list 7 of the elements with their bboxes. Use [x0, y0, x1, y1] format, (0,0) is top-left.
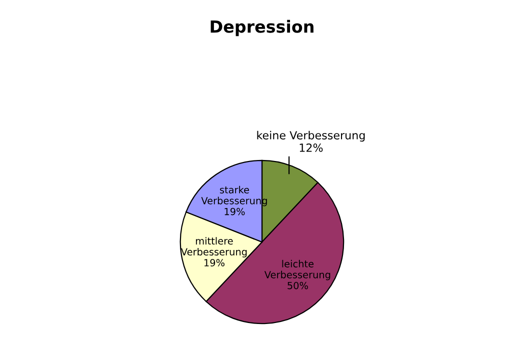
- slice-label: keine Verbesserung: [257, 130, 365, 142]
- slice-label: leichte Verbesserung: [264, 260, 330, 280]
- data-label: 50%: [288, 282, 308, 290]
- chart-title: Depression: [210, 20, 314, 36]
- data-label: 19%: [204, 259, 224, 266]
- data-label: 19%: [224, 208, 245, 216]
- data-label: 12%: [300, 143, 323, 152]
